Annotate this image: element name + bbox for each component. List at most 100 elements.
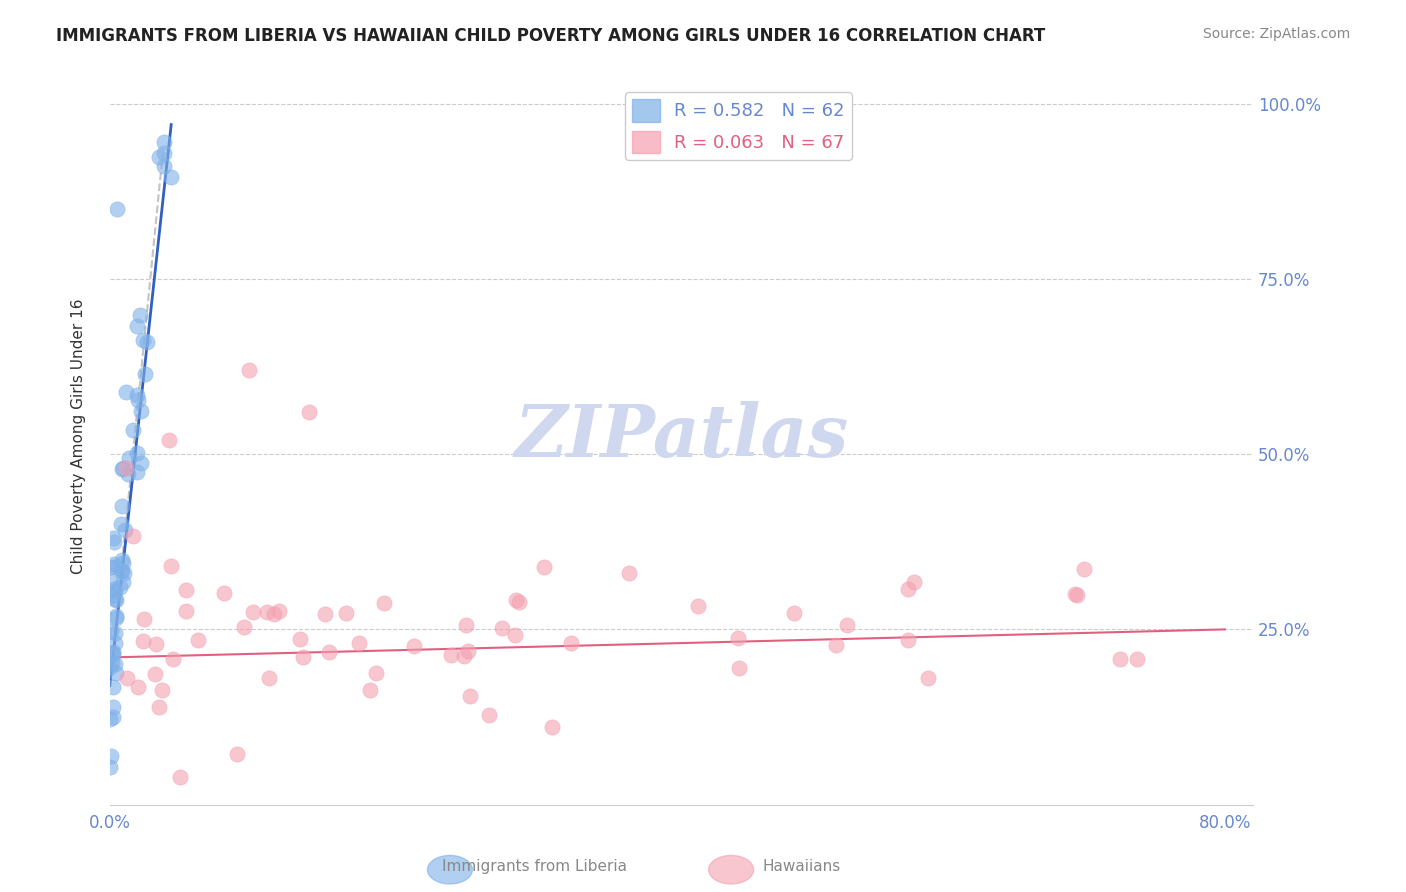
Y-axis label: Child Poverty Among Girls Under 16: Child Poverty Among Girls Under 16 [72, 299, 86, 574]
Point [335, 606, 357, 620]
Point [162, 652, 184, 666]
Point [103, 531, 125, 545]
Point [174, 583, 197, 598]
Point [104, 583, 127, 598]
Point [233, 620, 256, 634]
Point [896, 582, 918, 596]
Point [105, 592, 128, 607]
Legend: R = 0.582   N = 62, R = 0.063   N = 67: R = 0.582 N = 62, R = 0.063 N = 67 [626, 92, 852, 160]
Point [256, 606, 278, 620]
Point [373, 596, 395, 610]
Point [101, 710, 124, 724]
Point [288, 632, 311, 646]
Point [100, 560, 122, 574]
Point [903, 575, 925, 590]
Text: ZIPatlas: ZIPatlas [515, 401, 848, 472]
Point [457, 644, 479, 658]
Point [366, 665, 388, 680]
Point [505, 628, 527, 642]
Point [108, 580, 131, 594]
Point [263, 607, 285, 621]
Point [122, 424, 145, 438]
Point [153, 146, 176, 161]
Point [157, 433, 180, 447]
Point [160, 558, 183, 573]
Point [98, 575, 121, 590]
Point [101, 645, 124, 659]
Text: Hawaiians: Hawaiians [762, 859, 841, 874]
Point [491, 621, 513, 635]
Point [112, 461, 135, 475]
Point [314, 607, 336, 622]
Point [150, 682, 173, 697]
Point [103, 588, 125, 602]
Point [101, 700, 124, 714]
Point [101, 656, 124, 670]
Point [478, 707, 501, 722]
Point [456, 618, 478, 632]
Point [128, 308, 150, 322]
Point [132, 612, 155, 626]
Point [105, 609, 128, 624]
Point [100, 660, 122, 674]
Point [347, 636, 370, 650]
Point [111, 462, 134, 476]
Point [110, 516, 132, 531]
Point [160, 169, 183, 184]
Point [1064, 587, 1087, 601]
Point [125, 465, 148, 479]
Ellipse shape [427, 855, 472, 884]
Point [727, 631, 749, 645]
Point [782, 606, 804, 620]
Point [103, 582, 125, 596]
Point [238, 363, 260, 377]
Point [125, 319, 148, 334]
Point [148, 150, 170, 164]
Point [269, 604, 291, 618]
Point [104, 657, 127, 671]
Point [505, 592, 527, 607]
Point [148, 700, 170, 714]
Point [298, 405, 321, 419]
Point [125, 446, 148, 460]
Point [112, 556, 135, 570]
Point [104, 560, 127, 574]
Text: IMMIGRANTS FROM LIBERIA VS HAWAIIAN CHILD POVERTY AMONG GIRLS UNDER 16 CORRELATI: IMMIGRANTS FROM LIBERIA VS HAWAIIAN CHIL… [56, 27, 1046, 45]
Point [117, 467, 139, 481]
Point [453, 648, 475, 663]
Point [105, 666, 128, 681]
Point [121, 529, 143, 543]
Point [1066, 588, 1088, 602]
Point [560, 635, 582, 649]
Point [617, 566, 640, 581]
Ellipse shape [709, 855, 754, 884]
Point [291, 650, 314, 665]
Point [117, 671, 139, 685]
Point [115, 461, 138, 475]
Point [174, 604, 197, 618]
Point [897, 632, 920, 647]
Point [104, 625, 127, 640]
Point [105, 202, 128, 216]
Point [127, 393, 149, 408]
Point [212, 586, 235, 600]
Point [136, 334, 159, 349]
Point [1073, 561, 1095, 575]
Point [458, 689, 481, 703]
Point [169, 770, 191, 784]
Point [103, 557, 125, 571]
Point [111, 564, 134, 578]
Point [103, 636, 125, 650]
Point [103, 535, 125, 549]
Point [257, 671, 280, 685]
Point [153, 135, 176, 149]
Point [127, 681, 149, 695]
Point [533, 560, 555, 574]
Point [143, 667, 166, 681]
Point [117, 451, 139, 466]
Point [541, 720, 564, 734]
Point [359, 682, 381, 697]
Point [112, 574, 135, 589]
Point [835, 618, 858, 632]
Point [100, 748, 122, 763]
